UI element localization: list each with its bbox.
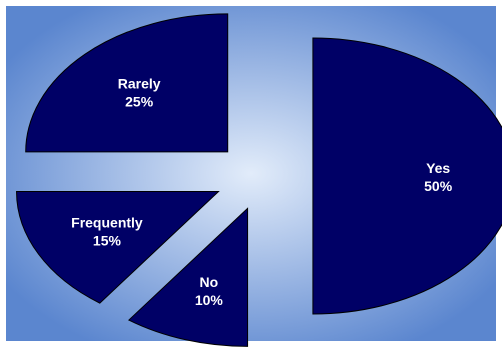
slice-category-label: Rarely bbox=[118, 75, 161, 91]
pie-slice-frequently bbox=[16, 190, 220, 304]
pie-slice-yes bbox=[312, 37, 502, 315]
pie-slice-rarely bbox=[25, 13, 229, 153]
slice-value-label: 15% bbox=[93, 232, 122, 248]
slice-value-label: 10% bbox=[195, 292, 224, 308]
slice-label-rarely: Rarely 25% bbox=[118, 75, 161, 109]
slice-value-label: 50% bbox=[424, 178, 453, 194]
slice-category-label: Frequently bbox=[71, 214, 143, 230]
pie-slice-no bbox=[127, 207, 249, 347]
slice-label-frequently: Frequently 15% bbox=[71, 214, 143, 248]
slice-category-label: Yes bbox=[426, 160, 450, 176]
slice-label-yes: Yes 50% bbox=[424, 160, 453, 194]
slice-category-label: No bbox=[200, 274, 219, 290]
slice-label-no: No 10% bbox=[195, 274, 224, 308]
slice-value-label: 25% bbox=[125, 93, 154, 109]
